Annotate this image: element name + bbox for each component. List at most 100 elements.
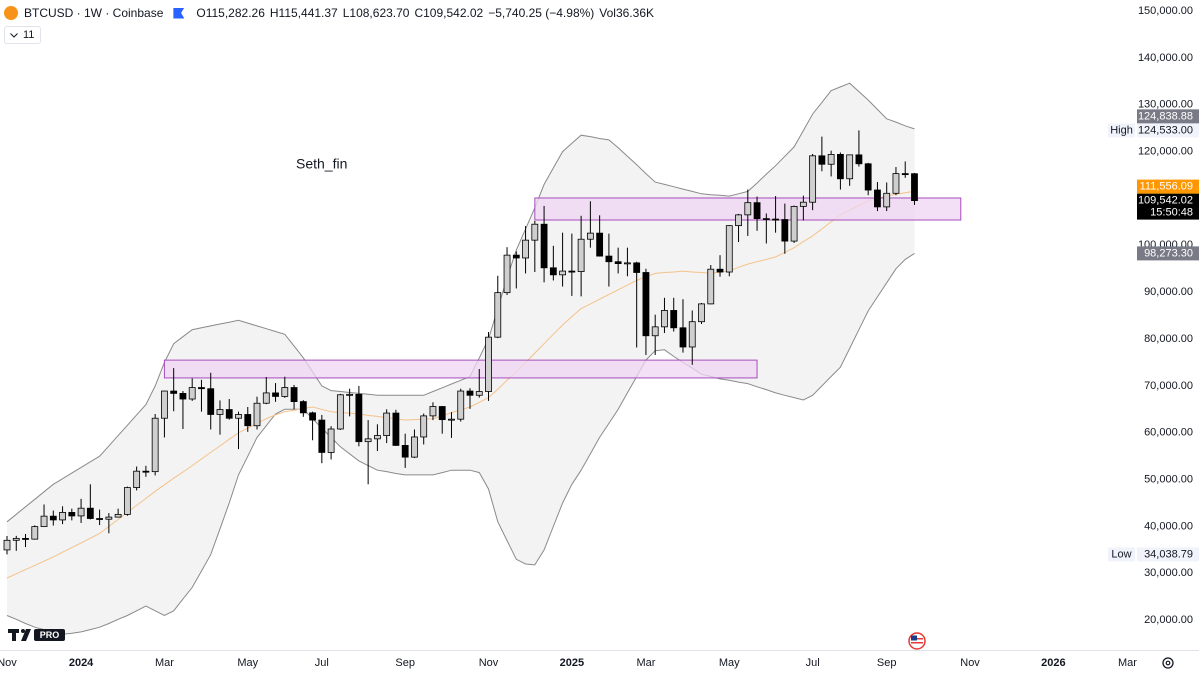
band-fill [7,83,915,635]
candle-body [262,392,270,404]
candle-body [170,390,178,394]
candle-body [281,387,289,397]
candle-body [142,470,150,473]
candle-body [624,262,631,265]
candle-body [531,223,539,241]
x-tick-label: May [719,657,740,669]
candle-body [781,219,789,242]
flag-icon[interactable] [173,7,185,19]
ohlc-value: C109,542.02 [414,6,484,20]
indicator-count: 11 [23,29,35,41]
price-tag [1137,193,1199,220]
candle-body [642,272,650,337]
candle-body [911,173,918,201]
candle-body [503,254,511,294]
candle-body [59,512,66,521]
candle-body [855,154,863,165]
symbol-title: BTCUSD · 1W · Coinbase [24,6,164,20]
candle-body [392,412,400,446]
candle-body [68,512,76,517]
candle-body [688,321,696,348]
candle-body [225,409,233,419]
candle-body [3,539,11,551]
candle-body [336,394,344,430]
range-tag-label: 34,038.79 [1144,548,1193,560]
x-tick-label: Nov [479,657,499,669]
settings-icon[interactable] [1162,657,1174,669]
candle-body [22,538,29,540]
candle-body [161,390,168,419]
x-tick-label: Mar [1118,657,1137,669]
price-tag-label: 98,273.30 [1144,247,1193,259]
x-tick-label: Jul [315,657,329,669]
range-name-bg [1108,123,1135,138]
candle-body [272,392,279,397]
candle-body [494,292,502,338]
y-tick-label: 70,000.00 [1144,380,1193,392]
candle-body [290,387,298,402]
x-tick-label: 2024 [69,657,94,669]
candle-body [383,412,391,436]
ohlc-value: Vol36.36K [599,6,654,20]
candle-body [355,393,363,443]
range-name-bg [1108,547,1135,562]
candle-body [420,415,428,438]
price-axis-bg [1136,0,1199,650]
candle-body [799,201,807,207]
candle-body [744,202,752,216]
chevron-icon [10,32,18,38]
candle-body [438,406,446,421]
candle-body [679,327,687,348]
y-tick-label: 80,000.00 [1144,333,1193,345]
candle-body [373,435,381,440]
price-axis: 20,000.00 30,000.00 40,000.00 50,000.00 60,0… [1108,5,1199,626]
x-tick-label: 2025 [560,657,584,669]
candle-body [818,155,826,165]
candle-body [318,419,326,453]
candle-body [698,303,705,323]
coin-icon [4,6,18,20]
candle-body [772,218,779,221]
candle-body [401,445,409,458]
y-tick-label: 20,000.00 [1144,614,1193,626]
candle-body [485,336,492,392]
candle-body [475,391,483,396]
tv-logo: PRO [8,629,65,641]
x-tick-label: Mar [155,657,174,669]
indicator-toggle[interactable]: 11 [4,26,42,44]
logo-badge: PRO [40,630,60,640]
candle-body [40,515,48,528]
price-tag-label: 124,838.88 [1138,110,1193,122]
annotation: Seth_fin [296,156,347,172]
y-tick-label: 120,000.00 [1138,145,1193,157]
x-tick-label: Mar [636,657,655,669]
candle-body [883,192,891,208]
candle-body [846,154,854,180]
candle-body [753,202,761,220]
y-tick-label: 40,000.00 [1144,520,1193,532]
event-icon[interactable] [908,632,926,650]
candle-body [549,267,557,276]
candle-body [864,163,872,191]
candle-body [568,270,576,273]
candle-body [670,310,678,329]
candle-body [299,401,307,414]
candle-body [586,232,594,240]
zone [163,359,758,379]
plot-area [3,82,962,635]
y-tick-label: 90,000.00 [1144,286,1193,298]
price-tag [1137,246,1199,261]
candle-body [216,409,224,415]
y-tick-label: 140,000.00 [1138,52,1193,64]
ohlc-value: −5,740.25 (−4.98%) [488,6,595,20]
candle-body [614,261,622,264]
candle-body [96,518,103,520]
candle-body [707,268,715,305]
candle-body [123,487,131,515]
candle-body [77,507,85,517]
symbol-header: BTCUSD · 1W · Coinbase O115,282.26 H115,4… [4,5,654,21]
countdown: 15:50:48 [1150,207,1193,219]
price-tag [1137,109,1199,124]
band-upper [6,82,915,523]
